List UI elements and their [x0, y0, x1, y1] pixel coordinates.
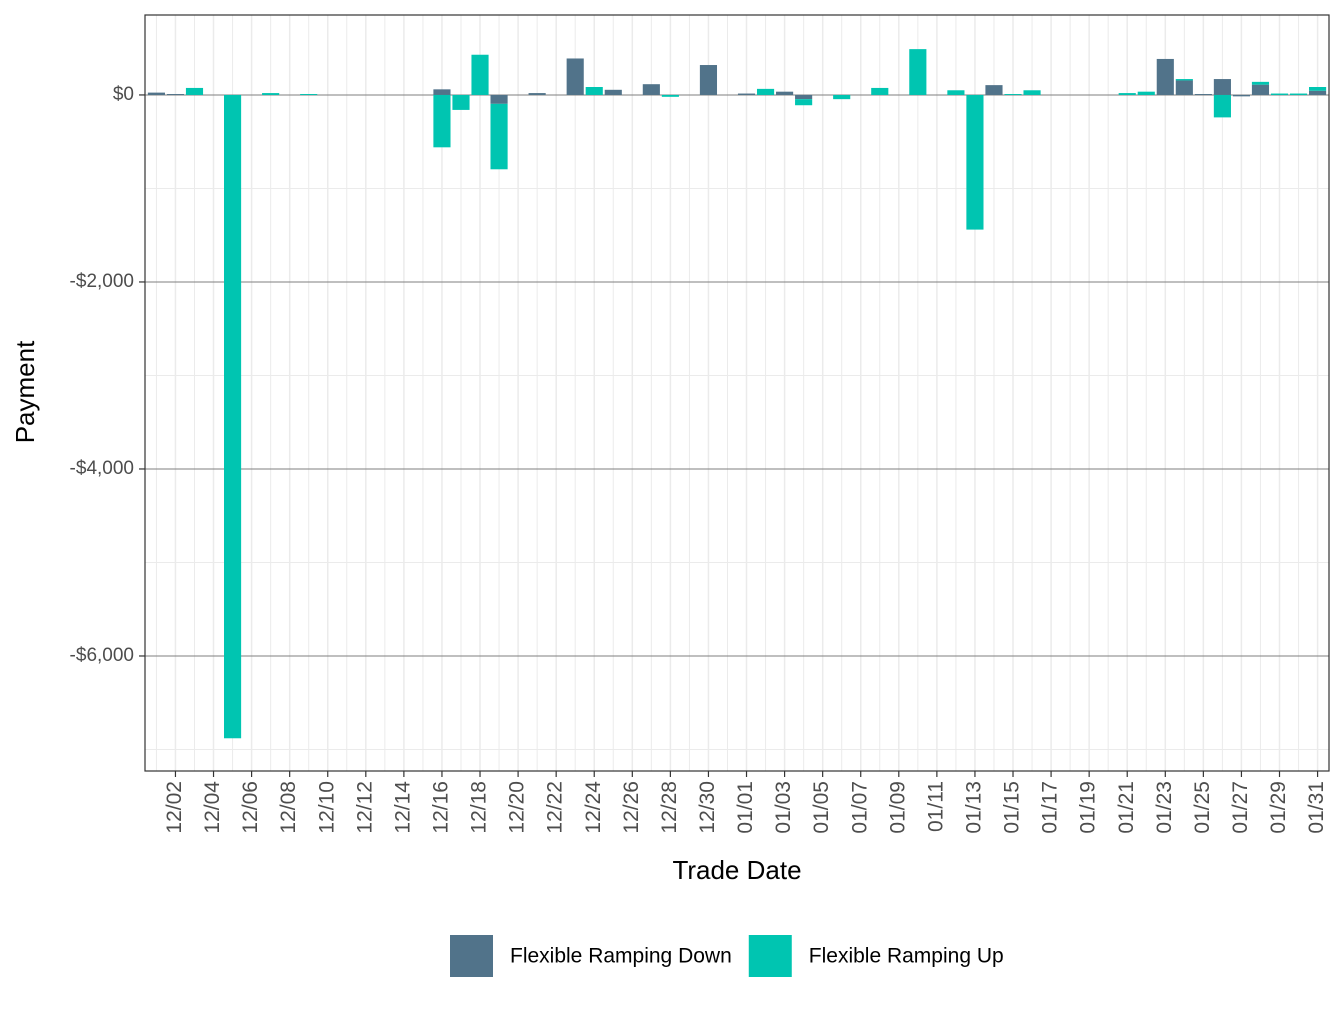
legend-swatch — [748, 935, 792, 977]
bar — [452, 94, 470, 110]
legend-label: Flexible Ramping Down — [510, 945, 732, 968]
x-tick-label: 12/14 — [391, 781, 414, 834]
x-tick-label: 01/01 — [734, 781, 757, 834]
bar — [1232, 94, 1251, 97]
y-tick-label: -$2,000 — [70, 271, 134, 292]
bar — [909, 49, 927, 95]
bar — [966, 94, 984, 230]
bar — [947, 90, 965, 95]
x-tick-label: 01/03 — [772, 781, 795, 834]
x-tick-label: 12/26 — [620, 781, 643, 834]
x-tick-label: 12/04 — [201, 781, 224, 834]
bar — [490, 103, 508, 170]
plot-border — [144, 14, 1330, 772]
x-tick-label: 01/11 — [924, 781, 947, 832]
bar — [1175, 80, 1193, 95]
bar — [585, 87, 603, 95]
bar — [185, 87, 204, 95]
y-tick-label: -$4,000 — [70, 458, 134, 479]
x-tick-label: 12/28 — [658, 781, 681, 834]
bar — [1309, 90, 1327, 95]
x-tick-label: 01/25 — [1191, 781, 1214, 834]
bar — [1213, 94, 1231, 118]
x-tick-label: 01/13 — [962, 781, 985, 834]
bar — [1175, 79, 1193, 81]
x-tick-label: 12/22 — [544, 781, 567, 834]
bar — [566, 58, 584, 95]
y-tick-label: $0 — [113, 84, 134, 105]
bar — [1118, 93, 1136, 95]
bar — [300, 94, 318, 95]
x-tick-label: 12/06 — [239, 781, 262, 834]
x-tick-label: 01/09 — [886, 781, 909, 834]
bar — [490, 94, 508, 104]
bar — [433, 94, 451, 148]
bar — [833, 94, 851, 100]
bar — [661, 94, 679, 97]
bar — [528, 93, 546, 95]
x-tick-label: 01/29 — [1267, 781, 1290, 834]
legend-swatch — [450, 935, 493, 977]
bar — [1194, 94, 1212, 95]
x-tick-label: 01/05 — [810, 781, 833, 834]
bar — [776, 91, 794, 95]
bar — [1251, 84, 1270, 95]
x-tick-label: 01/21 — [1115, 781, 1138, 834]
x-tick-label: 12/18 — [468, 781, 491, 834]
x-tick-label: 01/27 — [1229, 781, 1252, 834]
y-axis-title: Payment — [10, 340, 40, 443]
x-tick-label: 12/30 — [696, 781, 719, 834]
bar — [756, 88, 775, 95]
y-tick-label: -$6,000 — [70, 645, 134, 666]
bar — [737, 93, 756, 95]
x-tick-label: 12/12 — [353, 781, 376, 834]
bar — [1137, 91, 1155, 95]
bar — [604, 89, 622, 95]
bar — [166, 94, 185, 95]
x-tick-label: 12/02 — [163, 781, 186, 834]
legend-label: Flexible Ramping Up — [809, 945, 1004, 968]
bar — [795, 99, 813, 106]
bar — [1023, 90, 1041, 95]
bar — [871, 87, 889, 95]
bar — [1309, 87, 1327, 91]
bar — [985, 85, 1003, 95]
x-tick-label: 01/31 — [1305, 781, 1328, 834]
bar — [795, 94, 813, 100]
x-axis-title: Trade Date — [672, 855, 801, 885]
bar — [1251, 81, 1270, 85]
x-tick-label: 01/19 — [1077, 781, 1100, 834]
bar — [147, 92, 165, 95]
x-tick-label: 12/20 — [506, 781, 529, 834]
bar — [1270, 93, 1289, 95]
x-tick-label: 12/10 — [315, 781, 338, 834]
x-tick-label: 01/17 — [1039, 781, 1062, 834]
bar — [1213, 79, 1231, 95]
x-tick-label: 01/15 — [1001, 781, 1024, 834]
x-tick-label: 12/24 — [582, 781, 605, 834]
bar — [433, 89, 451, 95]
bar — [699, 65, 718, 95]
bar — [1289, 93, 1308, 95]
x-tick-label: 01/23 — [1153, 781, 1176, 834]
bar — [262, 93, 280, 95]
x-tick-label: 12/16 — [429, 781, 452, 834]
bar — [1004, 94, 1022, 95]
x-tick-label: 01/07 — [848, 781, 871, 834]
x-tick-label: 12/08 — [277, 781, 300, 834]
bar — [223, 94, 242, 739]
bar — [642, 84, 660, 95]
bar — [471, 54, 489, 95]
bar — [1156, 58, 1174, 95]
